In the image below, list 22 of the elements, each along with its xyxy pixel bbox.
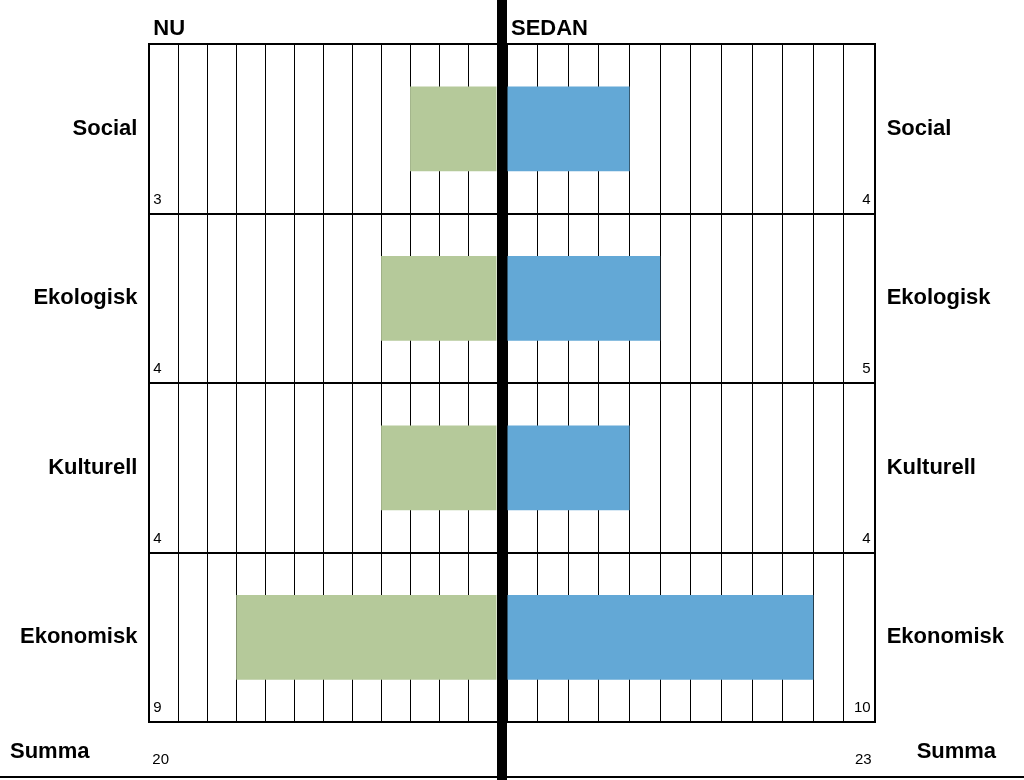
- text: Summa: [10, 738, 91, 764]
- text: Summa: [916, 738, 997, 764]
- y-tick-label: Ekologisk: [33, 284, 139, 310]
- text: 20: [152, 750, 170, 768]
- y-tick-label: Ekologisk: [886, 284, 992, 310]
- data-label: 5: [862, 359, 871, 377]
- y-tick-label: Social: [72, 114, 138, 140]
- data-label: 3: [153, 189, 162, 207]
- data-label: 4: [153, 359, 162, 377]
- y-tick-label: Ekonomisk: [19, 623, 139, 649]
- y-tick-label: Social: [886, 114, 952, 140]
- y-tick-label: Kulturell: [886, 453, 976, 479]
- text: 23: [854, 750, 872, 768]
- data-label: 9: [153, 698, 162, 716]
- data-label: 4: [153, 528, 162, 546]
- data-label: 4: [862, 528, 871, 546]
- chart-title: NU: [153, 15, 186, 41]
- chart-title: SEDAN: [511, 15, 589, 41]
- y-tick-label: Ekonomisk: [886, 623, 1005, 649]
- y-tick-label: Kulturell: [48, 453, 138, 479]
- data-label: 4: [862, 189, 871, 207]
- data-label: 10: [853, 698, 871, 716]
